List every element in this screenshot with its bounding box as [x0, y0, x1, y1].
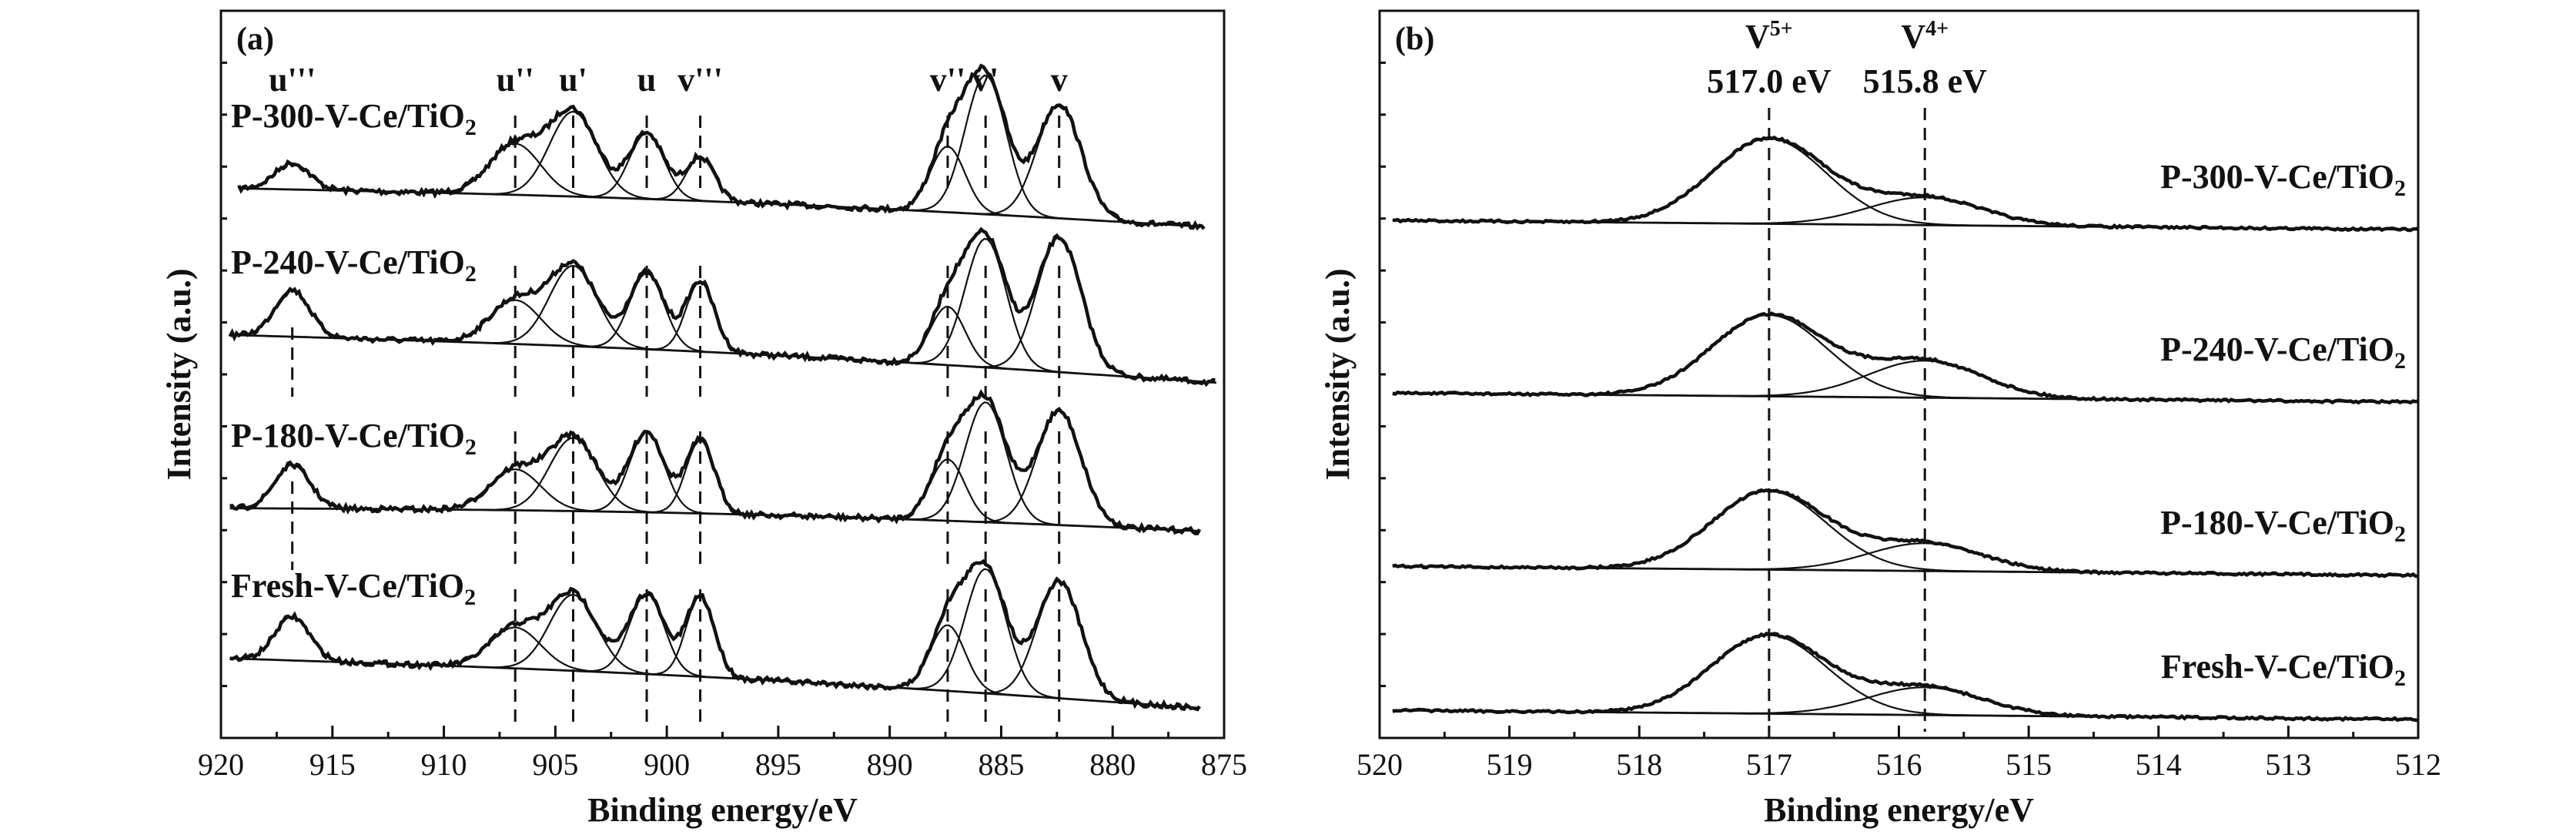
sample-label: P-300-V-Ce/TiO2 — [2160, 158, 2406, 201]
charge: 4+ — [1925, 17, 1949, 41]
baseline-curve — [229, 657, 1200, 709]
x-tick-label: 518 — [1616, 747, 1662, 782]
sample-label: P-240-V-Ce/TiO2 — [2160, 330, 2406, 374]
peak-label: v' — [972, 61, 999, 99]
fit-component — [884, 568, 1086, 701]
sample-label: P-300-V-Ce/TiO2 — [231, 97, 477, 140]
sample-label-main: Fresh-V-Ce/TiO — [2161, 648, 2394, 686]
sample-label-main: P-240-V-Ce/TiO — [231, 243, 465, 281]
x-tick-label: 900 — [644, 747, 690, 782]
x-tick-label: 905 — [532, 747, 578, 782]
spectrum-envelope — [1392, 135, 2419, 233]
x-tick-label: 512 — [2395, 747, 2441, 782]
baseline-curve — [229, 334, 1216, 384]
sample-label: P-240-V-Ce/TiO2 — [231, 243, 477, 287]
x-tick-label: 915 — [309, 747, 356, 782]
x-tick-label: 910 — [421, 747, 467, 782]
fit-component — [884, 74, 1086, 221]
plot-frame — [1378, 9, 2420, 739]
sample-label-main: P-300-V-Ce/TiO — [2160, 158, 2394, 196]
sample-label-subscript: 2 — [2394, 666, 2406, 691]
fit-component — [884, 237, 1086, 375]
sample-label-subscript: 2 — [465, 115, 477, 140]
x-tick-label: 890 — [867, 747, 913, 782]
peak-label: v'' — [930, 61, 965, 99]
y-axis-label: Intensity (a.u.) — [160, 268, 198, 480]
spectrum-envelope — [228, 226, 1216, 387]
x-tick-label: 514 — [2136, 747, 2182, 782]
peak-label: u' — [559, 61, 587, 99]
sample-label: Fresh-V-Ce/TiO2 — [2161, 648, 2406, 691]
x-tick-label: 920 — [198, 747, 244, 782]
x-tick-label: 519 — [1487, 747, 1533, 782]
x-axis-label: Binding energy/eV — [1764, 791, 2034, 829]
sample-label-main: P-300-V-Ce/TiO — [231, 97, 465, 135]
peak-label: v''' — [677, 61, 723, 99]
species: V — [1745, 18, 1770, 55]
x-tick-label: 520 — [1357, 747, 1403, 782]
x-tick-label: 515 — [2006, 747, 2052, 782]
x-tick-label: 516 — [1876, 747, 1922, 782]
baseline-curve — [239, 187, 1203, 228]
sample-label-subscript: 2 — [464, 585, 476, 610]
spectrum-envelope — [1392, 631, 2419, 723]
sample-label-subscript: 2 — [2394, 348, 2406, 374]
sample-label-main: P-240-V-Ce/TiO — [2160, 330, 2394, 368]
charge: 5+ — [1770, 17, 1793, 41]
sample-label-subscript: 2 — [465, 434, 477, 460]
peak-label: u''' — [269, 61, 316, 99]
x-tick-label: 885 — [978, 747, 1024, 782]
peak-label: u'' — [497, 61, 534, 99]
oxidation-state-label: V5+ — [1745, 17, 1793, 55]
x-tick-label: 875 — [1201, 747, 1247, 782]
fit-component — [884, 401, 1086, 528]
spectrum-envelope — [229, 389, 1202, 535]
panel-b-chart: 520 519 518 517 516 515 514 513 512 Binding energ… — [1319, 9, 2441, 829]
x-tick-label: 513 — [2265, 747, 2311, 782]
energy-label: 517.0 eV — [1707, 62, 1832, 100]
x-tick-label: 880 — [1089, 747, 1136, 782]
sample-label-subscript: 2 — [2394, 176, 2406, 201]
species: V — [1901, 18, 1925, 55]
spectrum-envelope — [229, 558, 1201, 712]
sample-label-subscript: 2 — [2394, 521, 2406, 547]
x-tick-label: 517 — [1746, 747, 1792, 782]
panel-label: (a) — [236, 22, 274, 57]
peak-label: u — [637, 61, 656, 99]
sample-label-main: P-180-V-Ce/TiO — [2160, 504, 2394, 542]
sample-label: P-180-V-Ce/TiO2 — [231, 417, 477, 460]
energy-label: 515.8 eV — [1863, 62, 1988, 100]
x-axis-label: Binding energy/eV — [587, 791, 858, 829]
oxidation-state-label: V4+ — [1901, 17, 1949, 55]
y-axis-label: Intensity (a.u.) — [1319, 268, 1357, 480]
fit-component — [239, 162, 377, 193]
sample-label-main: P-180-V-Ce/TiO — [231, 417, 465, 454]
panel-label: (b) — [1395, 22, 1434, 57]
peak-label: v — [1051, 61, 1068, 99]
sample-label: P-180-V-Ce/TiO2 — [2160, 504, 2406, 547]
spectrum-envelope — [1392, 488, 2419, 578]
sample-label-main: Fresh-V-Ce/TiO — [231, 567, 464, 605]
panel-a-chart: 920 915 910 905 900 895 890 885 880 875 Binding en… — [160, 9, 1247, 829]
spectrum-envelope — [237, 63, 1206, 231]
x-tick-label: 895 — [755, 747, 801, 782]
spectrum-envelope — [1392, 311, 2419, 405]
sample-label: Fresh-V-Ce/TiO2 — [231, 567, 476, 610]
sample-label-subscript: 2 — [465, 261, 477, 287]
